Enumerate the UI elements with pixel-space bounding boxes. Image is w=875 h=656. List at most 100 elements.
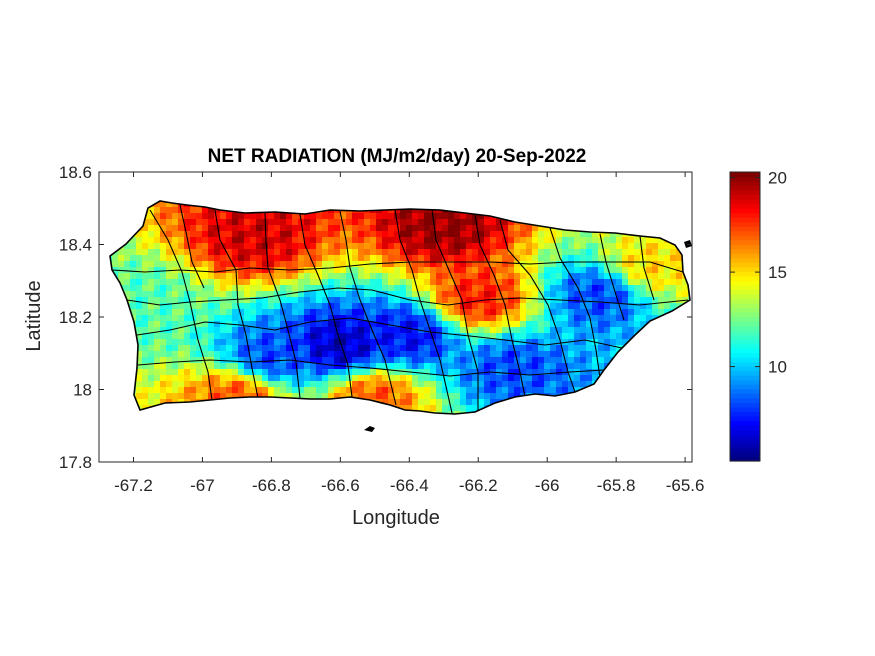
- field-cell: [466, 285, 473, 292]
- field-cell: [406, 399, 413, 406]
- field-cell: [586, 237, 593, 244]
- field-cell: [214, 267, 221, 274]
- field-cell: [262, 237, 269, 244]
- field-cell: [334, 297, 341, 304]
- field-cell: [436, 231, 443, 238]
- field-cell: [292, 393, 299, 400]
- field-cell: [208, 273, 215, 280]
- field-cell: [352, 249, 359, 256]
- field-cell: [472, 363, 479, 370]
- field-cell: [622, 249, 629, 256]
- field-cell: [244, 249, 251, 256]
- field-cell: [466, 387, 473, 394]
- field-cell: [406, 231, 413, 238]
- field-cell: [160, 381, 167, 388]
- field-cell: [418, 345, 425, 352]
- field-cell: [460, 219, 467, 226]
- field-cell: [166, 387, 173, 394]
- field-cell: [484, 237, 491, 244]
- field-cell: [232, 369, 239, 376]
- field-cell: [592, 231, 599, 238]
- field-cell: [184, 327, 191, 334]
- field-cell: [190, 297, 197, 304]
- y-tick-label: 18.2: [59, 308, 92, 327]
- field-cell: [358, 225, 365, 232]
- field-cell: [172, 351, 179, 358]
- field-cell: [424, 297, 431, 304]
- field-cell: [472, 267, 479, 274]
- field-cell: [514, 261, 521, 268]
- field-cell: [136, 387, 143, 394]
- field-cell: [196, 309, 203, 316]
- field-cell: [472, 351, 479, 358]
- field-cell: [382, 231, 389, 238]
- field-cell: [502, 345, 509, 352]
- field-cell: [358, 297, 365, 304]
- field-cell: [172, 381, 179, 388]
- field-cell: [316, 327, 323, 334]
- field-cell: [304, 321, 311, 328]
- field-cell: [424, 291, 431, 298]
- field-cell: [238, 345, 245, 352]
- field-cell: [136, 375, 143, 382]
- field-cell: [202, 351, 209, 358]
- field-cell: [376, 363, 383, 370]
- field-cell: [502, 333, 509, 340]
- field-cell: [160, 207, 167, 214]
- field-cell: [574, 369, 581, 376]
- field-cell: [484, 387, 491, 394]
- field-cell: [430, 267, 437, 274]
- field-cell: [568, 285, 575, 292]
- field-cell: [292, 303, 299, 310]
- field-cell: [268, 387, 275, 394]
- field-cell: [208, 285, 215, 292]
- field-cell: [250, 339, 257, 346]
- field-cell: [202, 231, 209, 238]
- field-cell: [160, 267, 167, 274]
- field-cell: [532, 375, 539, 382]
- field-cell: [172, 237, 179, 244]
- field-cell: [676, 255, 683, 262]
- field-cell: [262, 249, 269, 256]
- field-cell: [178, 369, 185, 376]
- field-cell: [532, 369, 539, 376]
- field-cell: [190, 357, 197, 364]
- field-cell: [136, 315, 143, 322]
- field-cell: [346, 339, 353, 346]
- field-cell: [196, 285, 203, 292]
- field-cell: [646, 273, 653, 280]
- field-cell: [544, 309, 551, 316]
- field-cell: [508, 267, 515, 274]
- field-cell: [520, 237, 527, 244]
- field-cell: [268, 321, 275, 328]
- field-cell: [556, 279, 563, 286]
- field-cell: [424, 303, 431, 310]
- field-cell: [442, 243, 449, 250]
- field-cell: [490, 243, 497, 250]
- field-cell: [394, 327, 401, 334]
- field-cell: [430, 249, 437, 256]
- field-cell: [364, 243, 371, 250]
- field-cell: [448, 291, 455, 298]
- field-cell: [238, 387, 245, 394]
- field-cell: [412, 345, 419, 352]
- field-cell: [142, 339, 149, 346]
- field-cell: [340, 393, 347, 400]
- field-cell: [328, 249, 335, 256]
- field-cell: [424, 225, 431, 232]
- field-cell: [220, 285, 227, 292]
- field-cell: [442, 375, 449, 382]
- field-cell: [376, 267, 383, 274]
- field-cell: [394, 213, 401, 220]
- field-cell: [298, 393, 305, 400]
- field-cell: [166, 273, 173, 280]
- field-cell: [166, 237, 173, 244]
- field-cell: [520, 345, 527, 352]
- field-cell: [280, 381, 287, 388]
- field-cell: [418, 249, 425, 256]
- field-cell: [598, 363, 605, 370]
- field-cell: [322, 363, 329, 370]
- field-cell: [172, 339, 179, 346]
- field-cell: [496, 357, 503, 364]
- field-cell: [184, 387, 191, 394]
